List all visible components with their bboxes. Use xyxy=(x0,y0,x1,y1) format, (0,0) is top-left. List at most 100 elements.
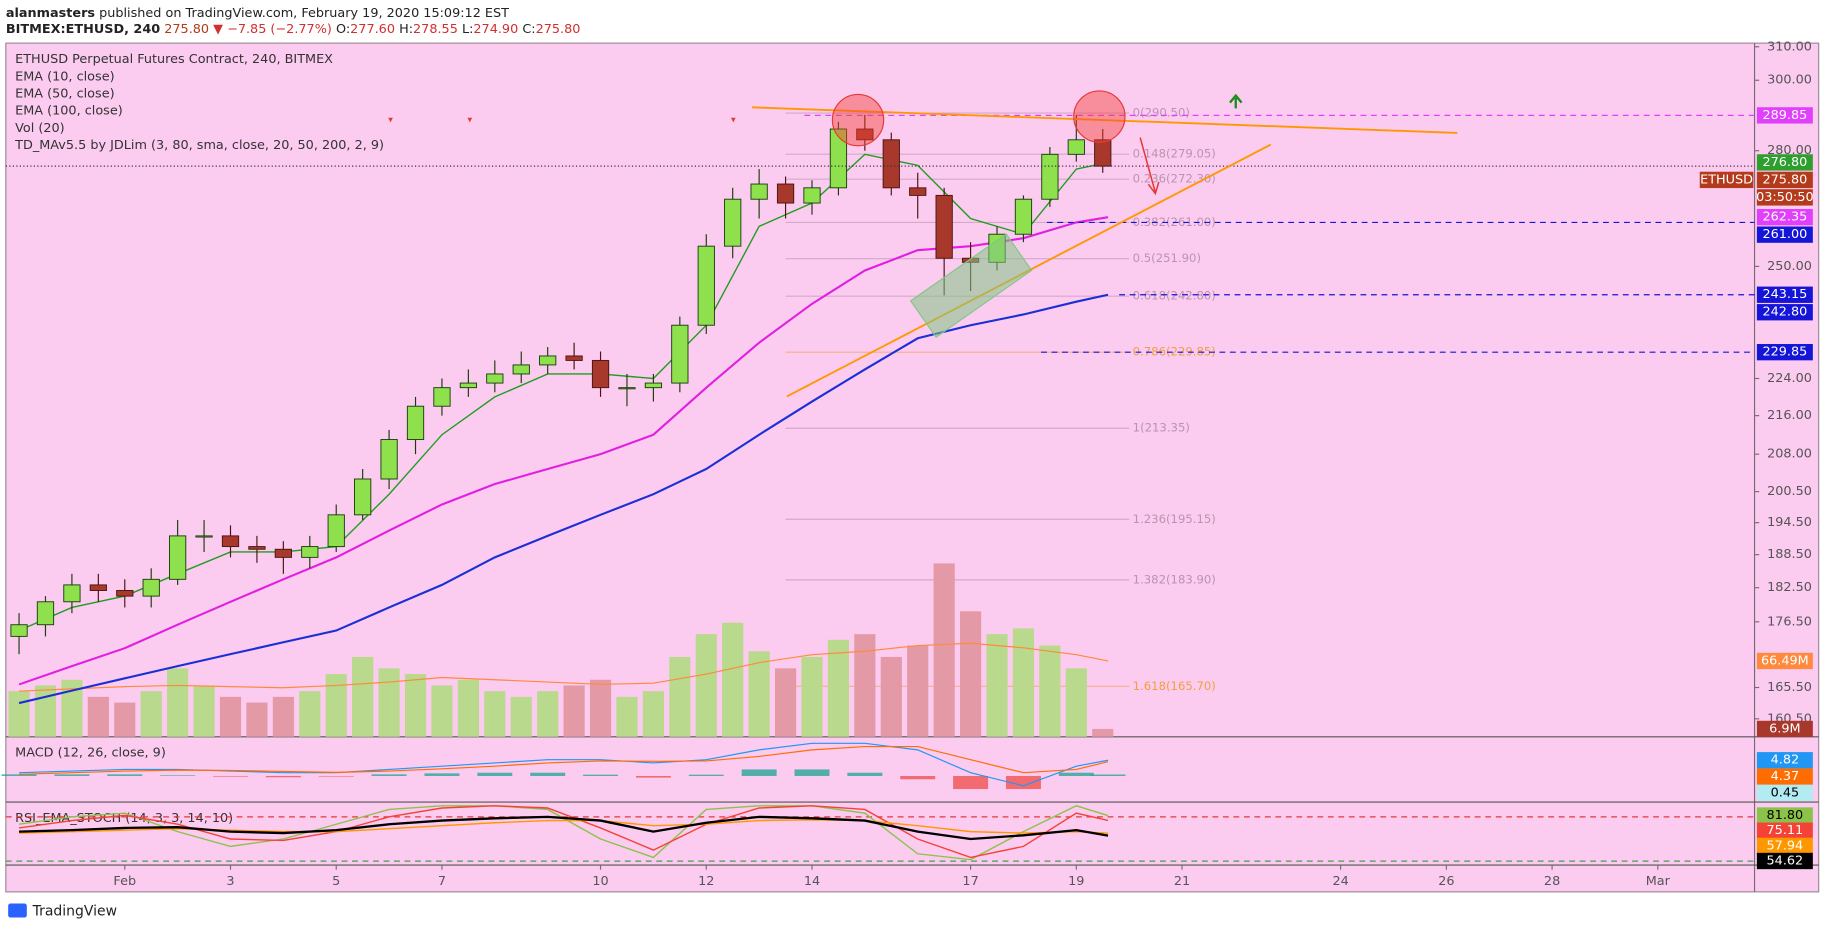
volume-bar xyxy=(61,679,83,737)
volume-bar xyxy=(986,634,1008,737)
axis-label-box xyxy=(1756,344,1813,361)
volume-bar xyxy=(933,563,955,737)
x-tick-label: 17 xyxy=(962,874,978,889)
volume-bar xyxy=(616,696,638,737)
legend-entry: EMA (100, close) xyxy=(15,104,123,119)
candle-body xyxy=(63,584,81,603)
macd-hist xyxy=(1090,774,1126,776)
x-tick-label: Mar xyxy=(1646,874,1671,889)
fib-label: 1(213.35) xyxy=(1133,421,1190,435)
y-tick-label: 188.50 xyxy=(1767,547,1812,562)
candle-body xyxy=(750,183,768,200)
macd-hist xyxy=(424,773,460,776)
axis-label-box xyxy=(1756,768,1813,785)
axis-label-box xyxy=(1756,107,1813,124)
x-tick-label: 3 xyxy=(226,874,234,889)
candle-body xyxy=(909,187,927,196)
symbol-tag-box xyxy=(1699,171,1754,189)
volume-bar xyxy=(325,674,347,737)
y-tick-label: 300.00 xyxy=(1767,73,1812,88)
candle-body xyxy=(36,601,55,626)
x-tick-label: 21 xyxy=(1174,874,1190,889)
x-tick-label: Feb xyxy=(113,874,136,889)
x-tick-label: 7 xyxy=(438,874,446,889)
candle-body xyxy=(380,439,398,480)
fib-label: 0.786(229.85) xyxy=(1133,345,1216,359)
footer-brand: TradingView xyxy=(32,904,117,920)
volume-bar xyxy=(484,691,506,737)
plot: ETHUSD Perpetual Futures Contract, 240, … xyxy=(1,39,1814,889)
macd-hist xyxy=(1005,775,1041,790)
trendline xyxy=(751,106,1458,134)
axis-label: 66.49M xyxy=(1761,653,1809,668)
highlight-box xyxy=(909,233,1033,339)
candle-body xyxy=(301,546,319,558)
legend-entry: Vol (20) xyxy=(15,121,65,136)
y-tick-label: 200.50 xyxy=(1767,484,1812,499)
candle-body xyxy=(724,198,742,247)
arrow xyxy=(1139,137,1160,196)
fib-label: 0(290.50) xyxy=(1133,106,1190,120)
legend-entry: EMA (10, close) xyxy=(15,69,114,84)
volume-bar xyxy=(1092,728,1114,737)
candle-body xyxy=(221,535,240,548)
axis-label-box xyxy=(1756,652,1813,670)
c-value: 275.80 xyxy=(536,22,581,37)
macd-hist xyxy=(583,774,619,776)
x-tick-label: 14 xyxy=(804,874,820,889)
macd-hist xyxy=(54,774,90,776)
highlight-circle xyxy=(831,93,885,147)
axis-label: 275.80 xyxy=(1762,172,1807,187)
axis-label-box xyxy=(1756,286,1813,303)
axis-label-box xyxy=(1756,837,1813,854)
axis-label: 262.35 xyxy=(1762,210,1807,225)
volume-bar xyxy=(457,679,479,737)
axis-label: 81.80 xyxy=(1767,808,1804,823)
volume-bar xyxy=(167,668,189,737)
macd-hist xyxy=(265,775,301,778)
candle-body xyxy=(935,194,953,259)
macd-hist xyxy=(477,772,513,776)
legend-entry: EMA (50, close) xyxy=(15,87,114,102)
candle-body xyxy=(829,128,848,189)
candle-body xyxy=(1014,198,1033,235)
footer: TradingView xyxy=(8,903,117,920)
fib-label: 1.236(195.15) xyxy=(1133,512,1216,526)
fib-label: 0.148(279.05) xyxy=(1133,147,1216,161)
y-tick-label: 216.00 xyxy=(1767,408,1812,423)
axis-label: 57.94 xyxy=(1767,838,1804,853)
fib-label: 0.618(242.80) xyxy=(1133,289,1216,303)
candle-body xyxy=(89,584,107,591)
volume-bar xyxy=(140,691,162,737)
macd-hist xyxy=(847,772,883,776)
volume-bar xyxy=(642,691,664,737)
axis-label: 242.80 xyxy=(1762,305,1807,320)
macd-hist xyxy=(107,774,143,776)
candle-body xyxy=(459,382,478,389)
symbol-tag: ETHUSD xyxy=(1700,172,1753,187)
candle-body xyxy=(539,355,557,366)
arrow xyxy=(1229,93,1243,109)
x-tick-label: 24 xyxy=(1332,874,1348,889)
candle-body xyxy=(274,548,292,558)
volume-bar xyxy=(219,696,242,737)
volume-bar xyxy=(1039,645,1061,737)
axis-label: 289.85 xyxy=(1762,108,1807,123)
volume-bar xyxy=(563,685,585,737)
axis-label: 54.62 xyxy=(1767,853,1804,868)
volume-bar xyxy=(352,656,374,737)
candle-body xyxy=(142,578,160,597)
macd-line xyxy=(19,746,1109,775)
candle-body xyxy=(327,514,345,548)
volume-bar xyxy=(695,634,717,737)
axis-label-box xyxy=(1756,852,1813,870)
volume-bar xyxy=(299,691,321,737)
volume-bar xyxy=(193,685,215,737)
axis-label: 229.85 xyxy=(1762,345,1807,360)
y-tick-label: 224.00 xyxy=(1767,371,1812,386)
candle-body xyxy=(248,546,266,550)
x-tick-label: 12 xyxy=(698,874,714,889)
candle-body xyxy=(433,387,451,407)
candle-body xyxy=(882,139,900,189)
axis-label: 243.15 xyxy=(1762,287,1807,302)
